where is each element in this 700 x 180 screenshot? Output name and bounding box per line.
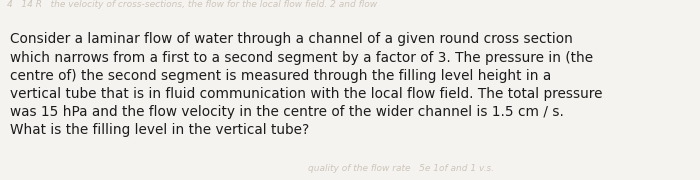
Text: 4   14 R   the velocity of cross-sections, the flow for the local flow field. 2 : 4 14 R the velocity of cross-sections, t… (7, 0, 377, 9)
Text: Consider a laminar flow of water through a channel of a given round cross sectio: Consider a laminar flow of water through… (10, 32, 603, 137)
Text: quality of the flow rate   5e 1of and 1 v.s.: quality of the flow rate 5e 1of and 1 v.… (308, 164, 494, 173)
